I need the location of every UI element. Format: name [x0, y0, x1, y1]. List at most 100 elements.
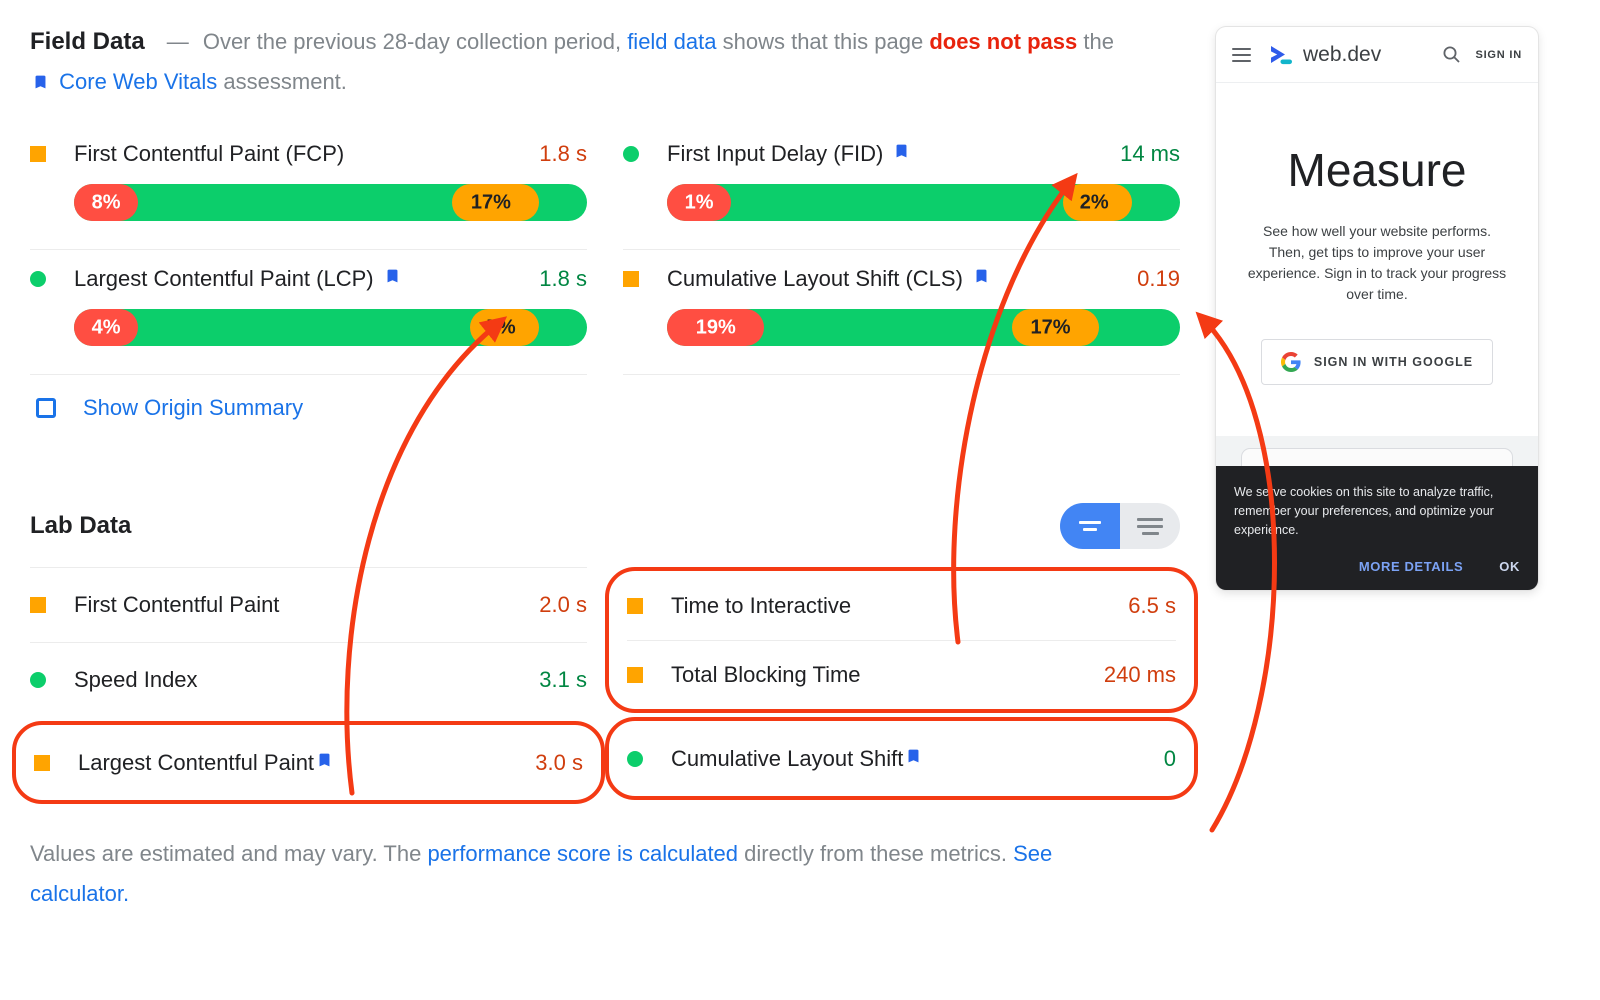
- performance-score-link[interactable]: performance score is calculated: [427, 841, 739, 866]
- cookie-banner: We serve cookies on this site to analyze…: [1216, 466, 1538, 590]
- metric-label: Largest Contentful Paint (LCP): [74, 266, 374, 291]
- phone-screenshot: web.dev SIGN IN Measure See how well you…: [1216, 27, 1538, 590]
- bookmark-icon: [32, 65, 49, 105]
- metric-label: First Contentful Paint: [74, 592, 280, 617]
- metric-label: Total Blocking Time: [671, 662, 861, 687]
- metric-status-icon: [34, 754, 50, 771]
- bookmark-icon: [973, 266, 990, 292]
- field-metric-fcp: First Contentful Paint (FCP) 1.8 s 75% 1…: [30, 125, 587, 250]
- menu-icon[interactable]: [1232, 47, 1251, 62]
- google-g-icon: [1280, 352, 1301, 372]
- metric-status-icon: [30, 146, 46, 162]
- metric-label: Largest Contentful Paint: [78, 749, 315, 775]
- bar-poor-segment: 8%: [74, 184, 139, 221]
- bar-average-segment: 2%: [1063, 184, 1133, 221]
- cookie-message: We serve cookies on this site to analyze…: [1234, 485, 1494, 537]
- bookmark-icon: [316, 750, 333, 776]
- metric-label: Time to Interactive: [671, 592, 852, 618]
- distribution-bar: 88% 7% 4%: [74, 309, 587, 346]
- origin-summary-checkbox[interactable]: [36, 398, 56, 418]
- expanded-view-button[interactable]: [1120, 503, 1180, 549]
- lab-metric-fcp: First Contentful Paint 2.0 s: [30, 567, 587, 642]
- metric-label: Cumulative Layout Shift (CLS): [667, 266, 963, 291]
- bar-average-segment: 7%: [470, 309, 540, 346]
- phone-header: web.dev SIGN IN: [1216, 27, 1538, 83]
- expanded-view-icon: [1137, 517, 1163, 521]
- metric-status-icon: [627, 597, 643, 614]
- metric-status-icon: [627, 667, 643, 683]
- metric-value: 1.8 s: [539, 141, 587, 166]
- phone-body: Measure See how well your website perfor…: [1216, 143, 1538, 385]
- bar-poor-segment: 1%: [667, 184, 732, 221]
- field-metric-lcp: Largest Contentful Paint (LCP) 1.8 s 88%…: [30, 250, 587, 375]
- lab-data-title: Lab Data: [30, 512, 132, 539]
- metric-value: 3.0 s: [535, 749, 583, 775]
- field-desc-text: the: [1083, 29, 1114, 54]
- lab-metric-tbt: Total Blocking Time 240 ms: [627, 640, 1176, 709]
- search-icon[interactable]: [1442, 45, 1461, 64]
- annotation-ring-cls: Cumulative Layout Shift 0: [605, 717, 1198, 800]
- origin-summary-row: Show Origin Summary: [30, 375, 1180, 439]
- bar-poor-segment: 4%: [74, 309, 139, 346]
- field-metric-fid: First Input Delay (FID) 14 ms 97% 2% 1%: [623, 125, 1180, 250]
- distribution-bar: 97% 2% 1%: [667, 184, 1180, 221]
- metric-value: 6.5 s: [1128, 592, 1176, 618]
- lab-metric-speed-index: Speed Index 3.1 s: [30, 642, 587, 717]
- lab-metric-lcp: Largest Contentful Paint 3.0 s: [34, 725, 583, 800]
- disclaimer-part: Values are estimated and may vary. The: [30, 841, 422, 866]
- metric-status-icon: [623, 271, 639, 287]
- url-input-field[interactable]: [1241, 448, 1513, 466]
- origin-summary-label[interactable]: Show Origin Summary: [83, 395, 304, 420]
- field-desc-text: Over the previous 28-day collection peri…: [202, 29, 622, 54]
- lab-metrics-grid: First Contentful Paint 2.0 s Speed Index…: [12, 567, 1198, 808]
- webdev-brand-text[interactable]: web.dev: [1303, 42, 1382, 66]
- google-button-label: SIGN IN WITH GOOGLE: [1313, 355, 1474, 369]
- ok-button[interactable]: OK: [1499, 559, 1520, 574]
- lab-column-right: Time to Interactive 6.5 s Total Blocking…: [605, 567, 1198, 804]
- field-data-link[interactable]: field data: [627, 29, 717, 54]
- metric-status-icon: [30, 597, 46, 613]
- bar-average-segment: 17%: [452, 184, 540, 221]
- disclaimer-part: directly from these metrics.: [744, 841, 1007, 866]
- metric-label: Speed Index: [74, 667, 198, 692]
- field-data-title: Field Data: [30, 28, 145, 55]
- lab-view-toggle: [1060, 503, 1180, 549]
- see-calculator-link[interactable]: See calculator.: [30, 841, 1053, 906]
- bookmark-icon: [893, 141, 910, 167]
- metric-status-icon: [30, 271, 46, 287]
- distribution-bar: 64% 17% 19%: [667, 309, 1180, 346]
- condensed-view-icon: [1079, 521, 1101, 524]
- bookmark-icon: [384, 266, 401, 292]
- lab-column-left: First Contentful Paint 2.0 s Speed Index…: [12, 567, 605, 808]
- dash-separator: —: [166, 29, 189, 54]
- phone-bottom: We serve cookies on this site to analyze…: [1216, 436, 1538, 590]
- bar-poor-segment: 19%: [667, 309, 765, 346]
- webdev-logo-icon[interactable]: [1267, 43, 1295, 67]
- lab-metric-cls: Cumulative Layout Shift 0: [627, 721, 1176, 796]
- lab-metric-tti: Time to Interactive 6.5 s: [627, 571, 1176, 640]
- metric-value: 0.19: [1137, 266, 1180, 291]
- core-web-vitals-link[interactable]: Core Web Vitals: [59, 69, 218, 94]
- field-data-description: Field Data — Over the previous 28-day col…: [30, 22, 1135, 105]
- metric-label: First Contentful Paint (FCP): [74, 141, 345, 166]
- annotation-ring-lcp: Largest Contentful Paint 3.0 s: [12, 721, 605, 804]
- metric-label: First Input Delay (FID): [667, 141, 884, 166]
- condensed-view-button[interactable]: [1060, 503, 1120, 549]
- metric-value: 1.8 s: [539, 266, 587, 291]
- disclaimer-text: Values are estimated and may vary. The p…: [30, 834, 1110, 914]
- metric-value: 14 ms: [1120, 141, 1180, 166]
- metric-value: 3.1 s: [539, 667, 587, 692]
- field-metric-cls: Cumulative Layout Shift (CLS) 0.19 64% 1…: [623, 250, 1180, 375]
- report-main: Field Data — Over the previous 28-day col…: [12, 22, 1198, 914]
- metric-status-icon: [623, 146, 639, 162]
- metric-value: 2.0 s: [539, 592, 587, 617]
- distribution-bar: 75% 17% 8%: [74, 184, 587, 221]
- field-desc-text: shows that this page: [722, 29, 924, 54]
- sign-in-with-google-button[interactable]: SIGN IN WITH GOOGLE: [1260, 339, 1494, 385]
- does-not-pass-text: does not pass: [929, 29, 1078, 54]
- measure-description: See how well your website performs. Then…: [1247, 223, 1507, 302]
- sign-in-link[interactable]: SIGN IN: [1475, 48, 1522, 61]
- field-metrics-grid: First Contentful Paint (FCP) 1.8 s 75% 1…: [30, 125, 1180, 375]
- more-details-button[interactable]: MORE DETAILS: [1358, 559, 1464, 574]
